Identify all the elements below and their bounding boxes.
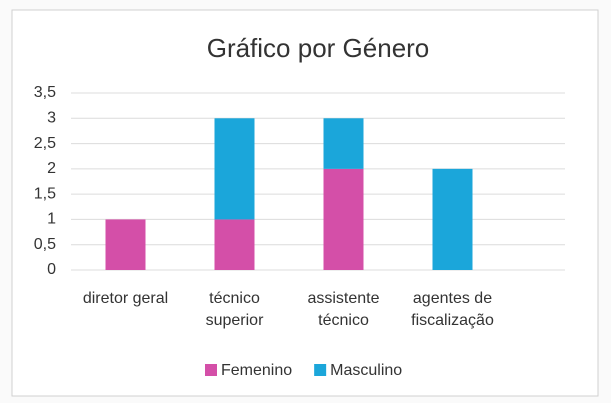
- bar-segment: [214, 219, 255, 270]
- legend-label: Masculino: [330, 362, 402, 379]
- y-tick-label: 2: [47, 160, 56, 177]
- chart-title: Gráfico por Género: [207, 33, 430, 63]
- y-tick-label: 0,5: [34, 236, 56, 253]
- bar-segment: [323, 168, 364, 270]
- y-tick-label: 3,5: [34, 84, 56, 101]
- bar-segment: [214, 118, 255, 220]
- chart-frame: [11, 9, 599, 397]
- legend-swatch: [314, 364, 327, 376]
- x-tick-label: assistente técnico: [307, 290, 380, 329]
- bar-segment: [105, 219, 146, 270]
- bar-segment: [323, 118, 364, 169]
- x-tick-label: agentes de fiscalização: [411, 290, 494, 329]
- y-tick-label: 1: [47, 211, 56, 228]
- y-tick-label: 1,5: [34, 185, 56, 202]
- y-tick-label: 3: [47, 110, 56, 127]
- legend-label: Femenino: [221, 362, 292, 379]
- bar-segment: [432, 168, 473, 270]
- x-tick-label: técnico superior: [205, 290, 264, 329]
- y-tick-label: 2,5: [34, 135, 56, 152]
- y-tick-label: 0: [47, 261, 56, 278]
- legend-swatch: [205, 364, 217, 376]
- x-tick-label: diretor geral: [82, 290, 169, 307]
